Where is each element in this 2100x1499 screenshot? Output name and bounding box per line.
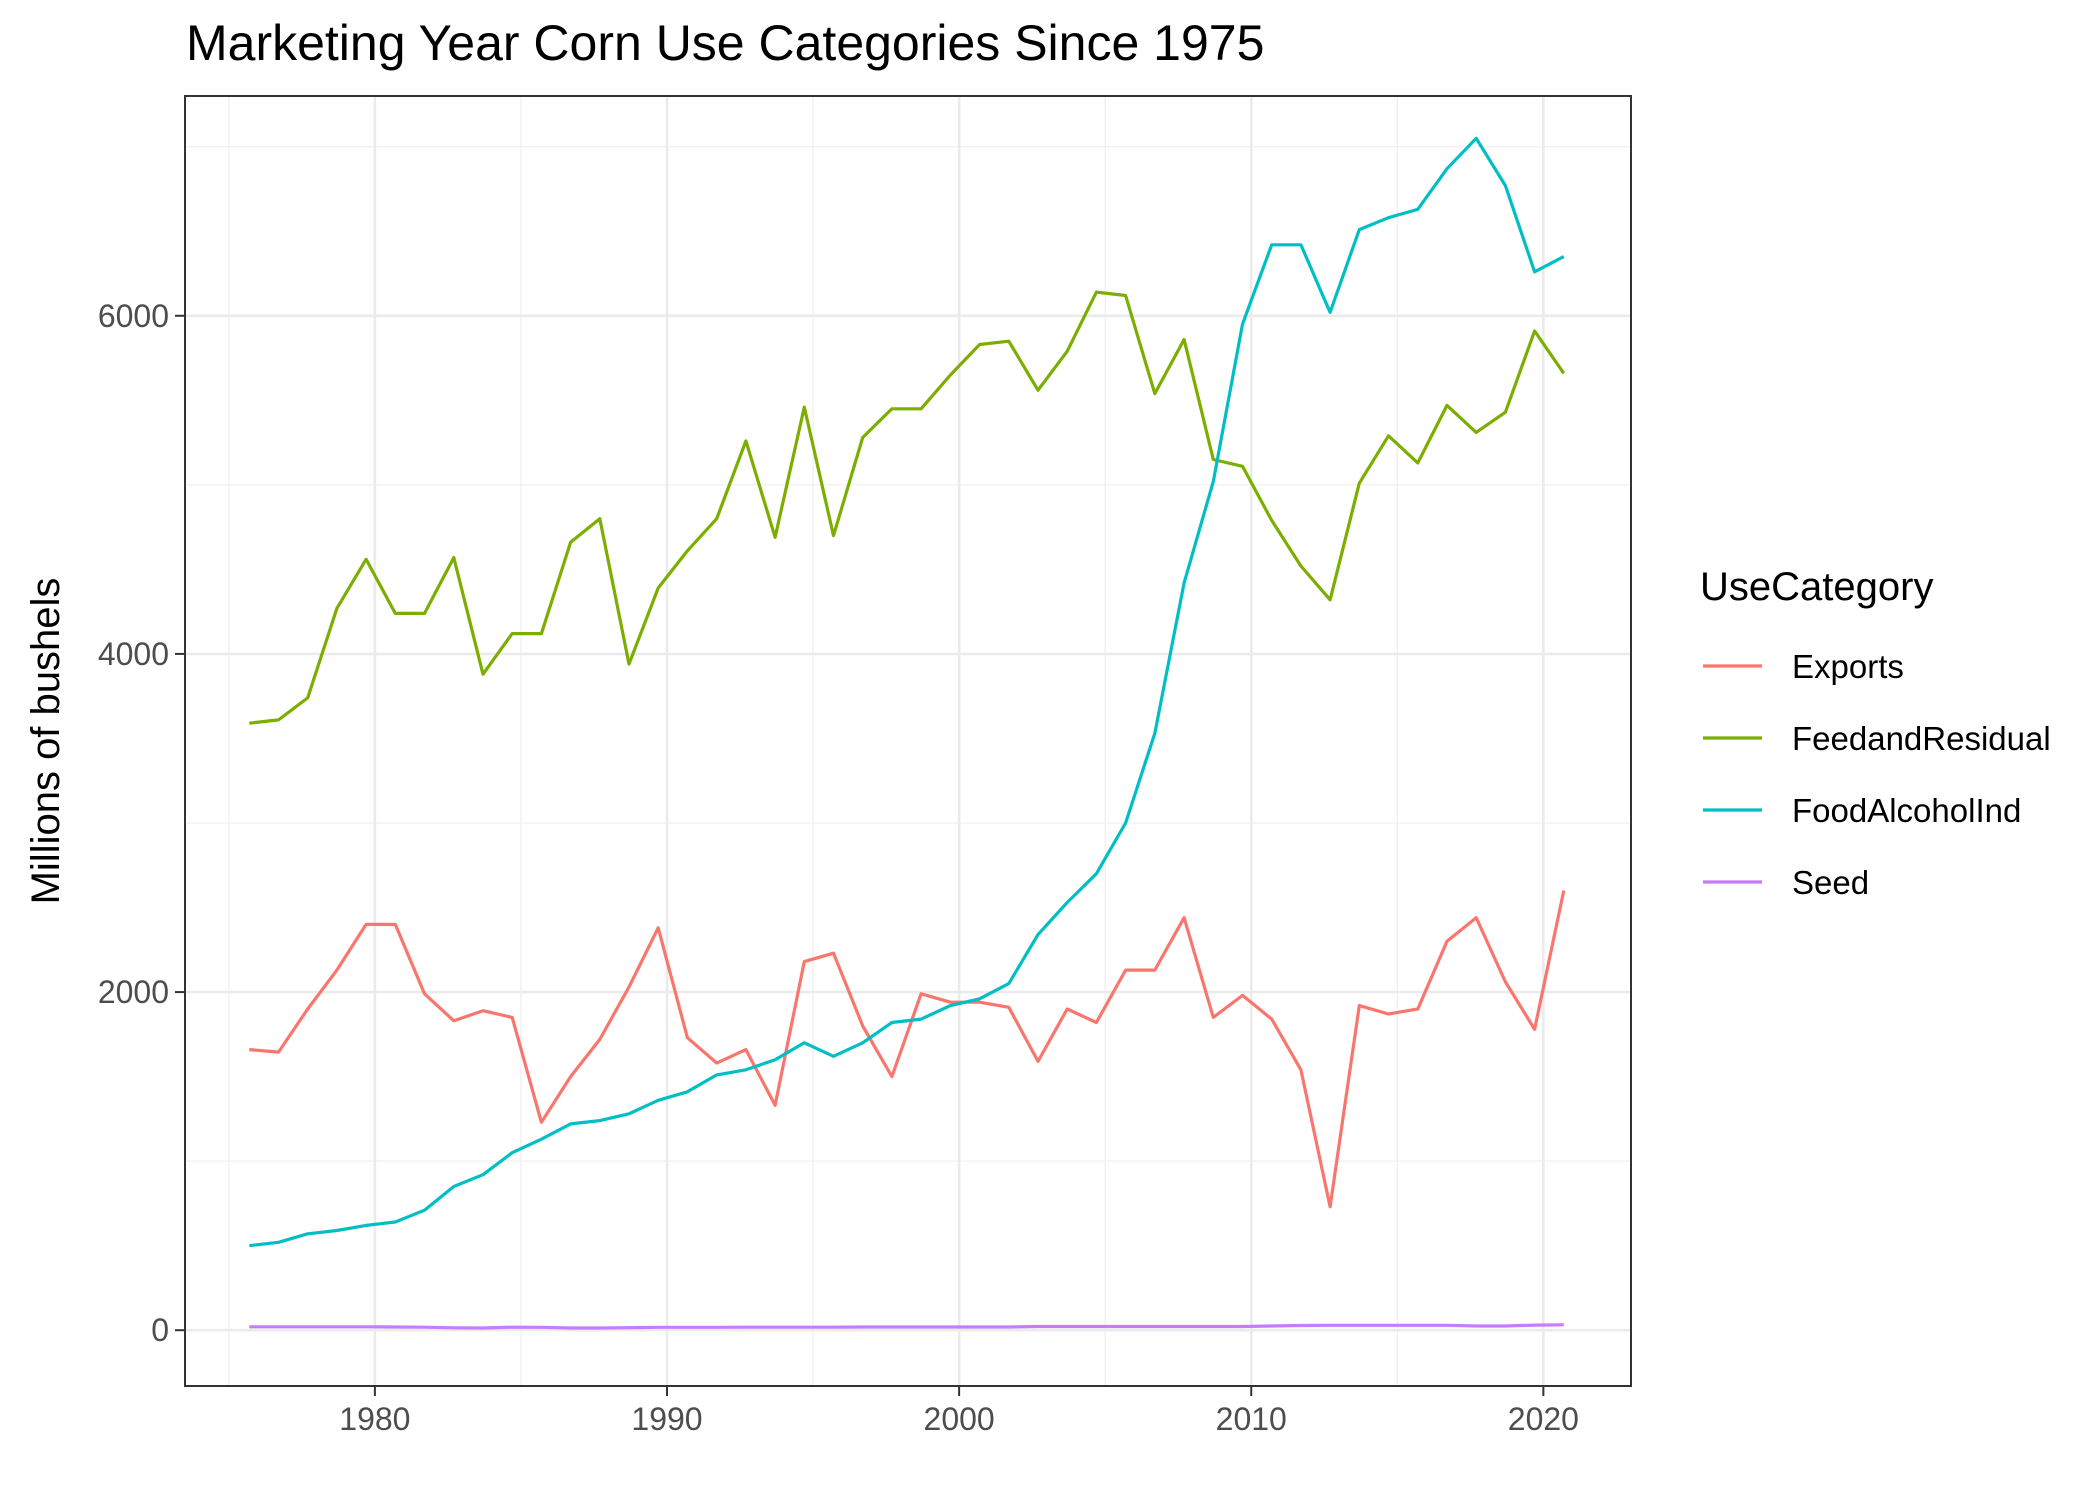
chart-title: Marketing Year Corn Use Categories Since… [186, 15, 1265, 71]
x-tick-label: 2010 [1216, 1401, 1287, 1437]
x-tick-label: 2020 [1508, 1401, 1579, 1437]
legend-label-exports: Exports [1792, 648, 1904, 685]
x-tick-label: 2000 [924, 1401, 995, 1437]
series-line-seed [249, 1323, 1564, 1330]
y-tick-label: 2000 [98, 974, 169, 1010]
x-tick-label: 1990 [631, 1401, 702, 1437]
y-tick-label: 4000 [98, 636, 169, 672]
legend-label-foodalcoholind: FoodAlcoholInd [1792, 792, 2021, 829]
series-lines [249, 136, 1566, 1330]
axes: 1980 1990 2000 2010 2020 0 2000 4000 6000 [98, 298, 1579, 1437]
gridlines [185, 96, 1631, 1386]
y-tick-label: 6000 [98, 298, 169, 334]
legend: UseCategory Exports FeedandResidual FoodAl… [1700, 565, 2051, 901]
series-line-foodalcoholind [249, 136, 1565, 1248]
plot-panel-border [184, 95, 1632, 1387]
legend-label-seed: Seed [1792, 864, 1869, 901]
x-tick-label: 1980 [339, 1401, 410, 1437]
series-line-exports [249, 890, 1566, 1209]
y-tick-label: 0 [151, 1312, 169, 1348]
legend-title: UseCategory [1700, 565, 1933, 609]
legend-label-feedandresidual: FeedandResidual [1792, 720, 2051, 757]
series-line-feedandresidual [249, 290, 1566, 725]
y-axis-title: Millions of bushels [24, 578, 68, 905]
